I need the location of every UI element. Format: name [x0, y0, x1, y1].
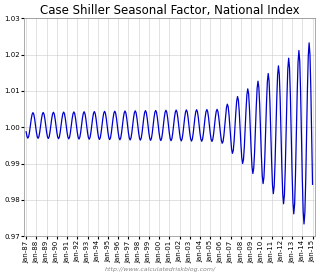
- Text: http://www.calculatedriskblog.com/: http://www.calculatedriskblog.com/: [104, 267, 216, 272]
- Title: Case Shiller Seasonal Factor, National Index: Case Shiller Seasonal Factor, National I…: [39, 4, 299, 17]
